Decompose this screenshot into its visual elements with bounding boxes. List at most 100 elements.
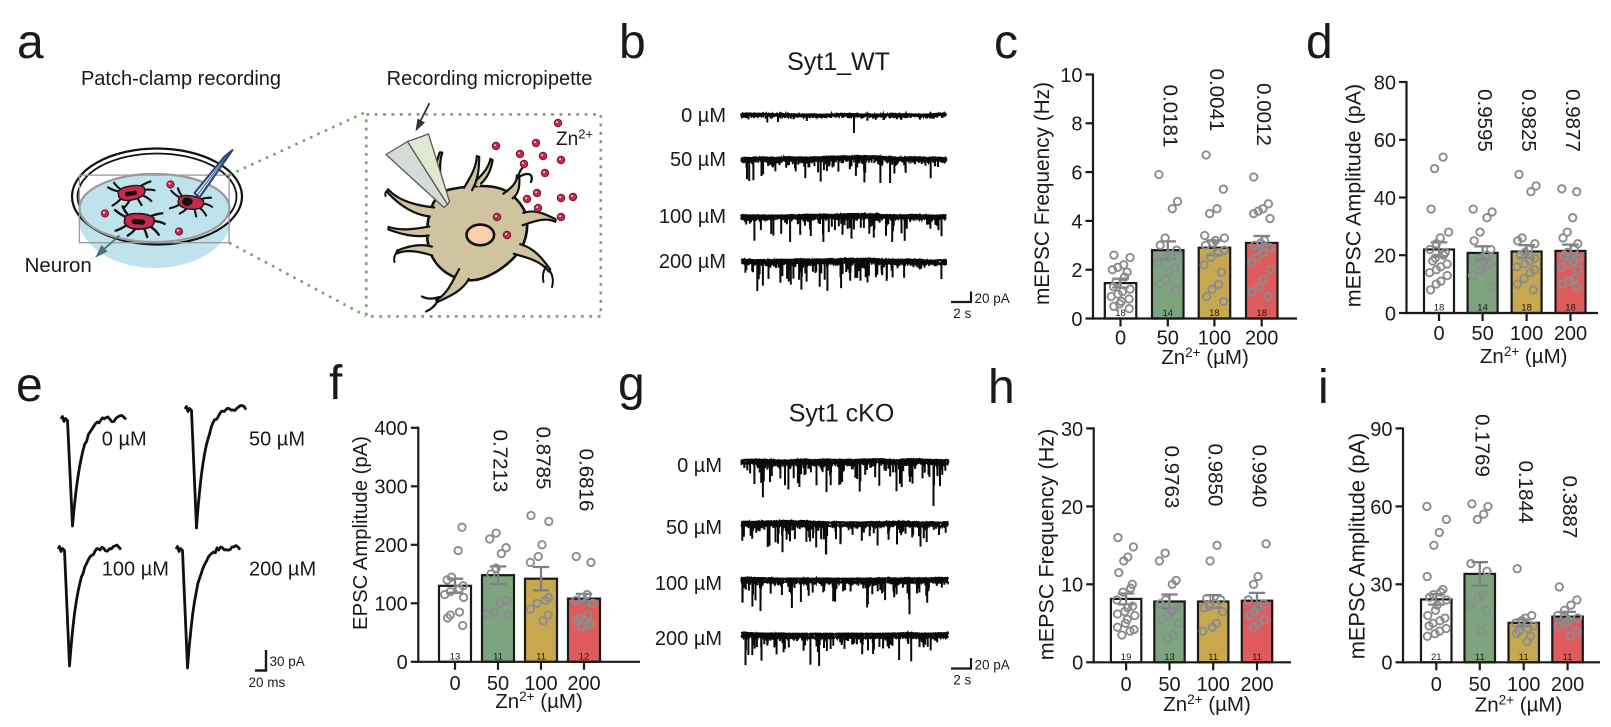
svg-text:13: 13 [450, 651, 461, 662]
svg-text:0: 0 [1433, 323, 1444, 345]
svg-text:i: i [1318, 361, 1329, 414]
svg-text:0.9940: 0.9940 [1248, 445, 1271, 508]
svg-text:100: 100 [1507, 674, 1540, 696]
svg-text:0 µM: 0 µM [102, 429, 147, 451]
svg-text:0: 0 [1115, 328, 1126, 350]
svg-text:50 µM: 50 µM [249, 429, 305, 451]
svg-text:50 µM: 50 µM [670, 149, 726, 171]
svg-text:11: 11 [1475, 652, 1485, 663]
svg-text:200: 200 [1245, 328, 1278, 350]
svg-text:90: 90 [1370, 419, 1392, 441]
svg-text:0.0181: 0.0181 [1158, 85, 1181, 148]
svg-text:50: 50 [1158, 674, 1180, 696]
svg-text:mEPSC Frequency (Hz): mEPSC Frequency (Hz) [1031, 82, 1054, 305]
svg-text:200: 200 [374, 535, 407, 557]
svg-text:20: 20 [1374, 246, 1396, 268]
svg-text:2 s: 2 s [953, 673, 971, 688]
svg-text:Zn2+ (µM): Zn2+ (µM) [1475, 693, 1563, 717]
svg-text:40: 40 [1374, 188, 1396, 210]
svg-text:e: e [16, 359, 43, 412]
svg-text:0 µM: 0 µM [677, 455, 722, 477]
svg-text:0: 0 [449, 673, 460, 695]
svg-text:0.6816: 0.6816 [575, 449, 598, 512]
svg-text:0.1769: 0.1769 [1470, 414, 1493, 477]
svg-text:13: 13 [1164, 652, 1175, 663]
svg-text:11: 11 [1252, 652, 1262, 663]
svg-text:0.1844: 0.1844 [1514, 461, 1537, 524]
svg-text:Neuron: Neuron [25, 254, 92, 277]
svg-text:Recording micropipette: Recording micropipette [387, 68, 593, 90]
svg-text:50: 50 [487, 673, 509, 695]
svg-text:0.9825: 0.9825 [1517, 89, 1540, 152]
svg-text:0: 0 [397, 652, 408, 674]
svg-text:EPSC Amplitude (pA): EPSC Amplitude (pA) [350, 436, 372, 630]
svg-text:300: 300 [374, 477, 407, 499]
svg-text:19: 19 [1121, 652, 1132, 663]
svg-text:0 µM: 0 µM [681, 105, 726, 127]
svg-text:11: 11 [1563, 652, 1573, 663]
svg-text:20 pA: 20 pA [975, 658, 1010, 673]
svg-text:60: 60 [1370, 497, 1392, 519]
svg-text:f: f [329, 357, 343, 410]
svg-text:0: 0 [1121, 674, 1132, 696]
svg-text:20: 20 [1061, 497, 1083, 519]
svg-text:Syt1_WT: Syt1_WT [787, 48, 890, 76]
svg-text:14: 14 [1477, 303, 1488, 314]
svg-text:18: 18 [1434, 303, 1445, 314]
svg-text:mEPSC Frequency (Hz): mEPSC Frequency (Hz) [1034, 429, 1059, 661]
svg-text:200: 200 [1551, 674, 1584, 696]
svg-text:21: 21 [1431, 652, 1442, 663]
svg-text:0.9763: 0.9763 [1160, 446, 1183, 509]
svg-text:100 µM: 100 µM [655, 573, 722, 595]
svg-text:200 µM: 200 µM [659, 251, 726, 273]
svg-text:18: 18 [1521, 303, 1532, 314]
svg-text:30 pA: 30 pA [270, 654, 305, 669]
svg-text:Zn2+ (µM): Zn2+ (µM) [1161, 345, 1249, 369]
svg-text:14: 14 [1163, 308, 1174, 319]
svg-text:100: 100 [524, 673, 557, 695]
svg-text:mEPSC Amplitude (pA): mEPSC Amplitude (pA) [1342, 84, 1366, 307]
svg-text:4: 4 [1071, 211, 1082, 233]
svg-text:0.0012: 0.0012 [1252, 83, 1275, 146]
svg-text:200 µM: 200 µM [655, 628, 722, 650]
svg-text:11: 11 [1208, 652, 1218, 663]
svg-text:0.3887: 0.3887 [1558, 476, 1581, 539]
svg-text:2: 2 [1071, 260, 1082, 282]
svg-text:50: 50 [1469, 674, 1491, 696]
svg-text:0.9595: 0.9595 [1473, 89, 1496, 152]
svg-text:0.9850: 0.9850 [1204, 444, 1227, 507]
svg-text:30: 30 [1061, 419, 1083, 441]
svg-text:100 µM: 100 µM [102, 559, 169, 581]
svg-text:50 µM: 50 µM [666, 517, 722, 539]
svg-text:a: a [17, 16, 44, 69]
svg-text:0.9877: 0.9877 [1561, 89, 1584, 152]
svg-text:100: 100 [1197, 674, 1230, 696]
svg-text:80: 80 [1374, 72, 1396, 94]
svg-text:18: 18 [1565, 303, 1576, 314]
svg-text:200: 200 [1554, 323, 1587, 345]
svg-text:2 s: 2 s [953, 306, 971, 321]
svg-text:11: 11 [536, 651, 546, 662]
svg-text:50: 50 [1471, 323, 1493, 345]
svg-text:10: 10 [1060, 65, 1082, 87]
svg-text:0: 0 [1381, 653, 1392, 675]
svg-text:0: 0 [1431, 674, 1442, 696]
svg-text:c: c [994, 16, 1018, 69]
svg-text:400: 400 [374, 418, 407, 440]
svg-text:h: h [988, 361, 1015, 414]
svg-text:g: g [618, 358, 645, 411]
svg-text:b: b [619, 16, 646, 69]
svg-text:10: 10 [1061, 575, 1083, 597]
svg-text:50: 50 [1157, 328, 1179, 350]
svg-text:mEPSC Amplitude (pA): mEPSC Amplitude (pA) [1345, 433, 1370, 660]
svg-text:Zn2+ (µM): Zn2+ (µM) [1163, 692, 1251, 716]
svg-text:100: 100 [374, 594, 407, 616]
svg-text:Syt1 cKO: Syt1 cKO [789, 400, 895, 428]
svg-text:11: 11 [493, 651, 503, 662]
svg-text:200: 200 [1240, 674, 1273, 696]
svg-text:20 pA: 20 pA [975, 291, 1010, 306]
svg-text:100 µM: 100 µM [659, 206, 726, 228]
svg-text:11: 11 [1519, 652, 1529, 663]
svg-text:0.0041: 0.0041 [1205, 69, 1228, 132]
svg-text:18: 18 [1209, 308, 1220, 319]
